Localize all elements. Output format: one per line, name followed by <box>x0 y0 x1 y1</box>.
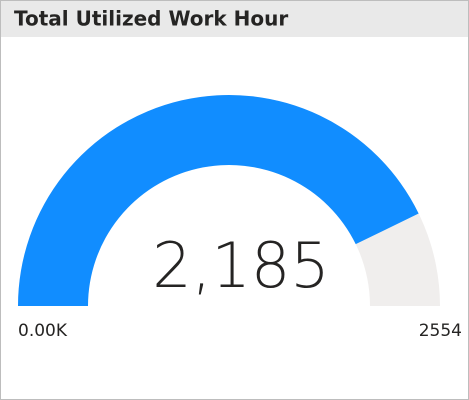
gauge-value <box>18 94 419 306</box>
title-bar <box>1 1 468 37</box>
tick-label: 2554 <box>419 321 462 341</box>
value-label: 2,185 <box>152 229 330 302</box>
tick-label: 0.00K <box>18 321 68 341</box>
chart-title: Total Utilized Work Hour <box>14 7 288 31</box>
